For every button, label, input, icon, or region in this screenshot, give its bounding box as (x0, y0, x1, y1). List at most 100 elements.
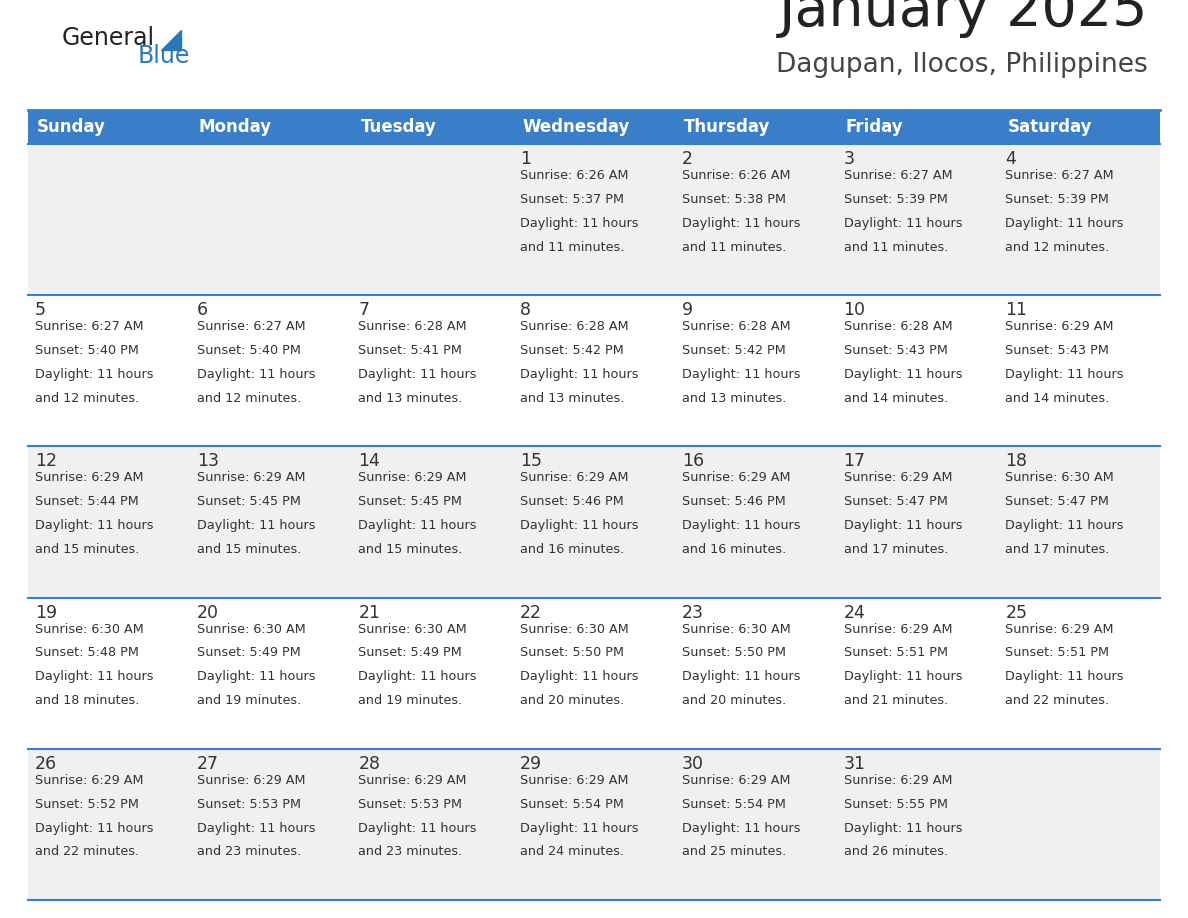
Text: 25: 25 (1005, 604, 1028, 621)
Text: Daylight: 11 hours: Daylight: 11 hours (197, 670, 315, 683)
Bar (513, 110, 675, 144)
Text: and 20 minutes.: and 20 minutes. (682, 694, 786, 707)
Text: 17: 17 (843, 453, 866, 470)
Text: and 18 minutes.: and 18 minutes. (34, 694, 139, 707)
Text: Sunset: 5:45 PM: Sunset: 5:45 PM (359, 496, 462, 509)
Text: and 12 minutes.: and 12 minutes. (1005, 241, 1110, 253)
Text: and 25 minutes.: and 25 minutes. (682, 845, 786, 858)
Text: Sunrise: 6:29 AM: Sunrise: 6:29 AM (843, 622, 952, 635)
Text: Daylight: 11 hours: Daylight: 11 hours (359, 670, 476, 683)
Text: Wednesday: Wednesday (523, 118, 630, 136)
Text: Sunrise: 6:27 AM: Sunrise: 6:27 AM (1005, 169, 1114, 182)
Text: and 21 minutes.: and 21 minutes. (843, 694, 948, 707)
Text: Sunrise: 6:26 AM: Sunrise: 6:26 AM (520, 169, 628, 182)
Text: Daylight: 11 hours: Daylight: 11 hours (520, 368, 639, 381)
Bar (29, 110, 190, 144)
Text: Daylight: 11 hours: Daylight: 11 hours (34, 670, 153, 683)
Text: Sunrise: 6:30 AM: Sunrise: 6:30 AM (1005, 472, 1114, 485)
Text: Daylight: 11 hours: Daylight: 11 hours (682, 368, 801, 381)
Text: Thursday: Thursday (684, 118, 770, 136)
Text: and 13 minutes.: and 13 minutes. (520, 392, 625, 405)
Text: Sunset: 5:39 PM: Sunset: 5:39 PM (1005, 193, 1110, 206)
Text: Sunrise: 6:28 AM: Sunrise: 6:28 AM (359, 320, 467, 333)
Text: 8: 8 (520, 301, 531, 319)
Text: January 2025: January 2025 (778, 0, 1148, 38)
Text: Sunset: 5:50 PM: Sunset: 5:50 PM (682, 646, 785, 659)
Text: Daylight: 11 hours: Daylight: 11 hours (359, 822, 476, 834)
Text: Sunrise: 6:29 AM: Sunrise: 6:29 AM (843, 472, 952, 485)
Text: Sunrise: 6:29 AM: Sunrise: 6:29 AM (1005, 320, 1114, 333)
Text: Daylight: 11 hours: Daylight: 11 hours (520, 217, 639, 230)
Text: Sunrise: 6:29 AM: Sunrise: 6:29 AM (34, 774, 144, 787)
Bar (190, 110, 352, 144)
Text: and 11 minutes.: and 11 minutes. (520, 241, 625, 253)
Text: and 11 minutes.: and 11 minutes. (682, 241, 786, 253)
Text: 9: 9 (682, 301, 693, 319)
Text: and 23 minutes.: and 23 minutes. (359, 845, 462, 858)
Text: 7: 7 (359, 301, 369, 319)
Text: Daylight: 11 hours: Daylight: 11 hours (359, 520, 476, 532)
Text: 30: 30 (682, 755, 703, 773)
Text: 24: 24 (843, 604, 865, 621)
Text: 22: 22 (520, 604, 542, 621)
Text: Monday: Monday (198, 118, 272, 136)
Text: Sunset: 5:40 PM: Sunset: 5:40 PM (34, 344, 139, 357)
Text: Sunrise: 6:29 AM: Sunrise: 6:29 AM (1005, 622, 1114, 635)
Text: Sunset: 5:54 PM: Sunset: 5:54 PM (682, 798, 785, 811)
Text: Sunset: 5:52 PM: Sunset: 5:52 PM (34, 798, 139, 811)
Text: and 11 minutes.: and 11 minutes. (843, 241, 948, 253)
Text: Sunrise: 6:30 AM: Sunrise: 6:30 AM (34, 622, 144, 635)
Text: Daylight: 11 hours: Daylight: 11 hours (682, 670, 801, 683)
Text: Sunrise: 6:29 AM: Sunrise: 6:29 AM (682, 472, 790, 485)
Text: Sunset: 5:38 PM: Sunset: 5:38 PM (682, 193, 785, 206)
Text: Tuesday: Tuesday (360, 118, 436, 136)
Text: Saturday: Saturday (1007, 118, 1092, 136)
Text: Sunrise: 6:30 AM: Sunrise: 6:30 AM (359, 622, 467, 635)
Text: Daylight: 11 hours: Daylight: 11 hours (520, 670, 639, 683)
Bar (29, 296, 1159, 446)
Text: Sunset: 5:51 PM: Sunset: 5:51 PM (1005, 646, 1110, 659)
Text: Daylight: 11 hours: Daylight: 11 hours (359, 368, 476, 381)
Text: General: General (62, 26, 156, 50)
Text: 19: 19 (34, 604, 57, 621)
Text: and 23 minutes.: and 23 minutes. (197, 845, 301, 858)
Text: Sunrise: 6:30 AM: Sunrise: 6:30 AM (520, 622, 628, 635)
Text: Sunset: 5:54 PM: Sunset: 5:54 PM (520, 798, 624, 811)
Text: and 16 minutes.: and 16 minutes. (520, 543, 625, 556)
Text: Daylight: 11 hours: Daylight: 11 hours (682, 822, 801, 834)
Text: Sunset: 5:37 PM: Sunset: 5:37 PM (520, 193, 624, 206)
Bar (836, 110, 998, 144)
Text: Sunrise: 6:29 AM: Sunrise: 6:29 AM (197, 774, 305, 787)
Text: and 13 minutes.: and 13 minutes. (359, 392, 463, 405)
Text: Sunset: 5:49 PM: Sunset: 5:49 PM (197, 646, 301, 659)
Text: and 26 minutes.: and 26 minutes. (843, 845, 948, 858)
Text: Sunset: 5:39 PM: Sunset: 5:39 PM (843, 193, 948, 206)
Text: Sunrise: 6:29 AM: Sunrise: 6:29 AM (197, 472, 305, 485)
Bar (29, 749, 1159, 900)
Text: 12: 12 (34, 453, 57, 470)
Text: Sunrise: 6:30 AM: Sunrise: 6:30 AM (197, 622, 305, 635)
Text: Daylight: 11 hours: Daylight: 11 hours (682, 520, 801, 532)
Text: Daylight: 11 hours: Daylight: 11 hours (843, 670, 962, 683)
Text: Sunrise: 6:29 AM: Sunrise: 6:29 AM (520, 472, 628, 485)
Bar (998, 110, 1159, 144)
Text: and 19 minutes.: and 19 minutes. (197, 694, 301, 707)
Text: Sunset: 5:50 PM: Sunset: 5:50 PM (520, 646, 624, 659)
Text: and 12 minutes.: and 12 minutes. (197, 392, 301, 405)
Bar (29, 144, 1159, 296)
Text: Daylight: 11 hours: Daylight: 11 hours (197, 368, 315, 381)
Text: Sunrise: 6:28 AM: Sunrise: 6:28 AM (843, 320, 953, 333)
Text: Daylight: 11 hours: Daylight: 11 hours (520, 822, 639, 834)
Text: Sunrise: 6:29 AM: Sunrise: 6:29 AM (520, 774, 628, 787)
Text: Daylight: 11 hours: Daylight: 11 hours (1005, 368, 1124, 381)
Text: 13: 13 (197, 453, 219, 470)
Text: Sunset: 5:44 PM: Sunset: 5:44 PM (34, 496, 139, 509)
Text: Daylight: 11 hours: Daylight: 11 hours (197, 520, 315, 532)
Text: 29: 29 (520, 755, 542, 773)
Text: Sunrise: 6:29 AM: Sunrise: 6:29 AM (359, 774, 467, 787)
Text: Sunset: 5:46 PM: Sunset: 5:46 PM (682, 496, 785, 509)
Text: 5: 5 (34, 301, 46, 319)
Text: 4: 4 (1005, 150, 1016, 168)
Text: and 15 minutes.: and 15 minutes. (197, 543, 301, 556)
Text: 18: 18 (1005, 453, 1028, 470)
